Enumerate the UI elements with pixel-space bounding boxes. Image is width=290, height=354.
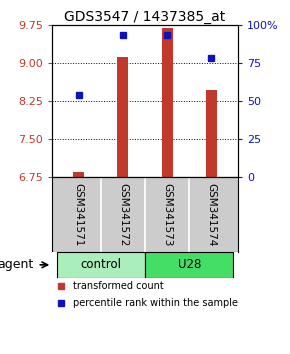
Text: agent: agent bbox=[0, 258, 34, 272]
Text: GSM341572: GSM341572 bbox=[118, 183, 128, 246]
Bar bbox=[117, 57, 128, 177]
Bar bbox=[206, 90, 217, 177]
Text: GSM341573: GSM341573 bbox=[162, 183, 172, 246]
Text: transformed count: transformed count bbox=[72, 281, 163, 291]
Text: GSM341574: GSM341574 bbox=[206, 183, 216, 246]
Bar bbox=[73, 172, 84, 177]
Bar bbox=[145, 252, 233, 278]
Text: percentile rank within the sample: percentile rank within the sample bbox=[72, 298, 238, 308]
Bar bbox=[162, 28, 173, 177]
Title: GDS3547 / 1437385_at: GDS3547 / 1437385_at bbox=[64, 10, 226, 24]
Text: U28: U28 bbox=[177, 258, 201, 272]
Bar bbox=[57, 252, 145, 278]
Text: GSM341571: GSM341571 bbox=[74, 183, 84, 246]
Text: control: control bbox=[80, 258, 121, 272]
